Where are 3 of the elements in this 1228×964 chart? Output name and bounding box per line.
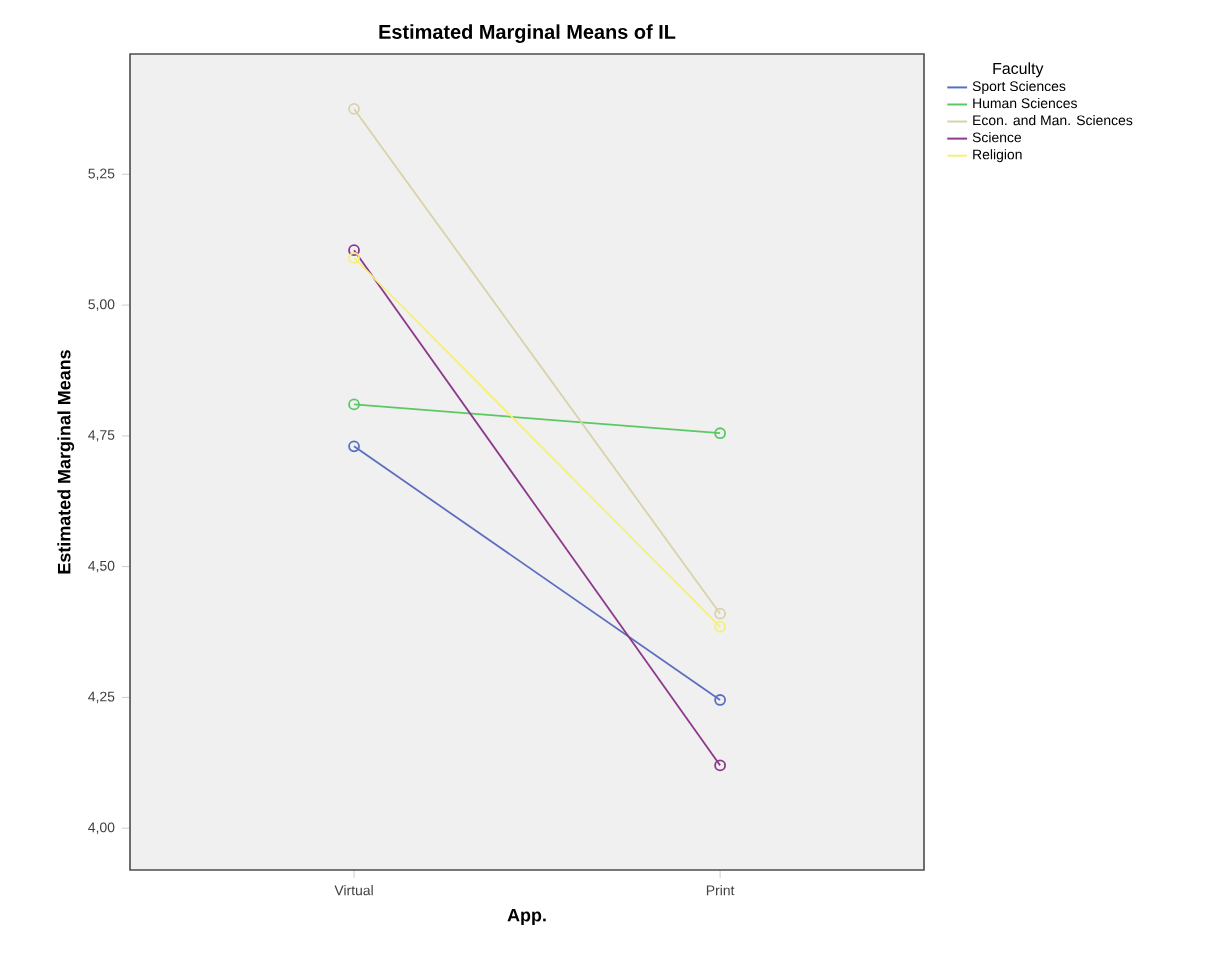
chart-title: Estimated Marginal Means of IL — [379, 24, 676, 43]
y-axis-title: Estimated Marginal Means — [57, 350, 75, 574]
x-axis-title: App. — [507, 908, 546, 926]
